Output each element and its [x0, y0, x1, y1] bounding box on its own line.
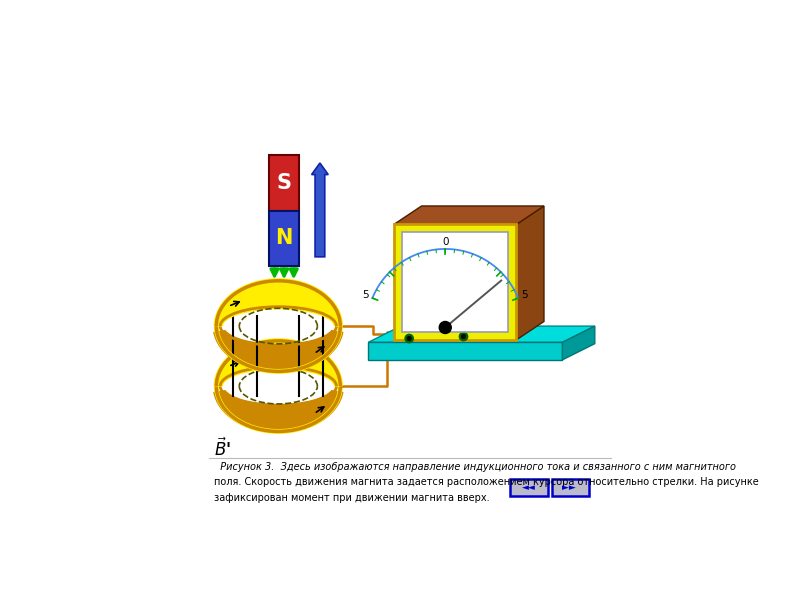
Circle shape [462, 335, 466, 338]
Text: 5: 5 [362, 290, 369, 300]
FancyBboxPatch shape [510, 479, 548, 496]
Polygon shape [369, 326, 594, 342]
Text: ►►: ►► [562, 483, 579, 492]
FancyArrow shape [311, 163, 328, 257]
Text: 0: 0 [442, 236, 449, 247]
Bar [402, 232, 509, 332]
FancyBboxPatch shape [552, 479, 590, 496]
Bar [369, 342, 562, 360]
Text: $\vec{B}$: $\vec{B}$ [278, 288, 290, 309]
Text: $\vec{B}$': $\vec{B}$' [214, 437, 230, 460]
Polygon shape [562, 326, 594, 360]
Text: Рисунок 3.  Здесь изображаются направление индукционного тока и связанного с ним: Рисунок 3. Здесь изображаются направлени… [214, 462, 736, 472]
Polygon shape [394, 206, 544, 224]
Circle shape [407, 337, 411, 340]
Text: S: S [277, 173, 292, 193]
Bar [269, 155, 299, 211]
Bar [269, 211, 299, 266]
Polygon shape [516, 206, 544, 340]
Text: поля. Скорость движения магнита задается расположением курсора относительно стре: поля. Скорость движения магнита задается… [214, 477, 758, 487]
Circle shape [459, 332, 468, 341]
Text: зафиксирован момент при движении магнита вверх.: зафиксирован момент при движении магнита… [214, 493, 490, 503]
Bar [394, 224, 516, 340]
Circle shape [439, 322, 451, 334]
Text: ◄◄: ◄◄ [522, 483, 536, 492]
Text: 5: 5 [522, 290, 528, 300]
Circle shape [405, 334, 414, 343]
Text: N: N [275, 229, 293, 248]
